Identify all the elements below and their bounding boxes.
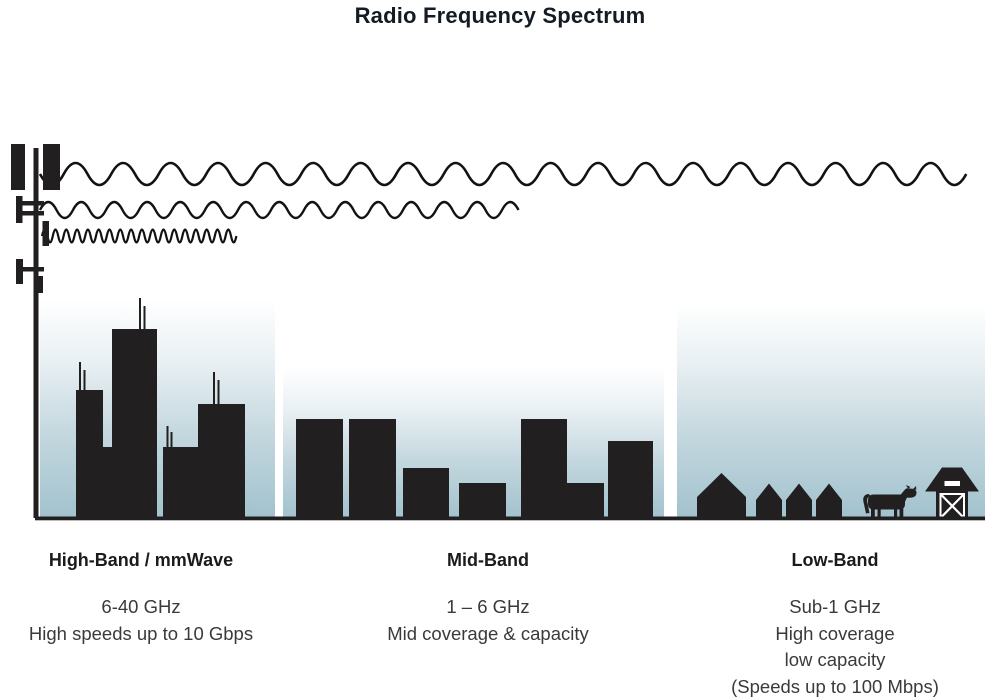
low-band-rural-scene — [697, 467, 979, 519]
mid-band-label-group: Mid-Band 1 – 6 GHz Mid coverage & capaci… — [347, 550, 629, 647]
high-band-label-group: High-Band / mmWave 6-40 GHz High speeds … — [0, 550, 282, 647]
mid-band-skyline-icon — [296, 419, 653, 518]
barn-icon — [925, 467, 979, 519]
band-name: Mid-Band — [447, 550, 529, 570]
band-frequency: 1 – 6 GHz — [446, 596, 530, 617]
page-title: Radio Frequency Spectrum — [354, 3, 646, 28]
cell-tower-icon — [11, 144, 60, 518]
band-name: High-Band / mmWave — [48, 550, 234, 570]
band-detail: Mid coverage & capacity — [387, 622, 589, 644]
band-detail: low capacity — [784, 649, 886, 670]
band-detail: High speeds up to 10 Gbps — [28, 622, 254, 644]
ground-line — [35, 516, 985, 521]
radio-waves — [38, 161, 968, 244]
band-detail: High coverage — [775, 622, 895, 644]
long-wavelength-wave-icon — [38, 161, 968, 187]
band-detail: (Speeds up to 100 Mbps) — [731, 675, 939, 697]
band-name: Low-Band — [791, 550, 879, 570]
house-icon — [697, 473, 842, 518]
high-band-skyline-icon — [76, 298, 245, 518]
band-frequency: Sub-1 GHz — [789, 596, 881, 617]
cow-icon — [863, 485, 917, 518]
medium-wavelength-wave-icon — [38, 200, 520, 220]
short-wavelength-wave-icon — [40, 228, 238, 244]
band-frequency: 6-40 GHz — [101, 596, 181, 617]
low-band-label-group: Low-Band Sub-1 GHz High coverage low cap… — [694, 550, 976, 700]
